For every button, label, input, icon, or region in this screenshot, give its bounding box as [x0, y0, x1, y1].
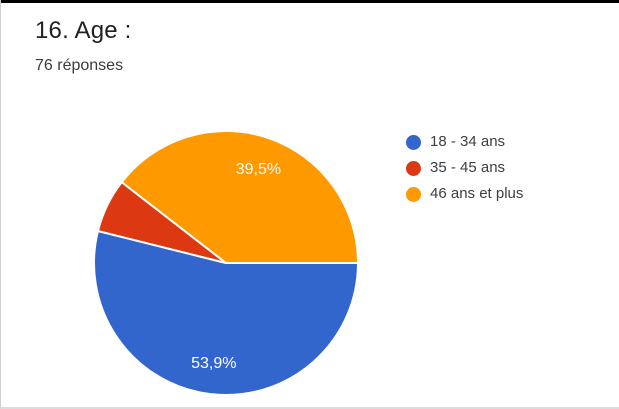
- legend-label: 35 - 45 ans: [430, 159, 506, 176]
- responses-count: 76 réponses: [35, 57, 124, 74]
- legend-item-2: 35 - 45 ans: [406, 159, 523, 177]
- legend-swatch-icon: [406, 186, 421, 202]
- slice-percent-label: 53,9%: [191, 355, 236, 372]
- legend-label: 46 ans et plus: [430, 185, 524, 202]
- legend-item-1: 18 - 34 ans: [406, 133, 523, 151]
- slice-percent-label: 39,5%: [236, 161, 281, 178]
- pie-chart: 53,9% 39,5%: [85, 122, 367, 404]
- chart-legend: 18 - 34 ans 35 - 45 ans 46 ans et plus: [406, 133, 523, 203]
- pie-slice-3[interactable]: [120, 130, 359, 264]
- legend-item-3: 46 ans et plus: [406, 185, 523, 203]
- legend-swatch-icon: [406, 160, 421, 176]
- legend-swatch-icon: [406, 134, 421, 150]
- pie-chart-svg: 53,9% 39,5%: [93, 130, 359, 396]
- question-title: 16. Age :: [35, 17, 132, 44]
- legend-label: 18 - 34 ans: [430, 133, 506, 150]
- pie-slice-1[interactable]: [93, 229, 359, 396]
- window-top-border: [1, 0, 619, 3]
